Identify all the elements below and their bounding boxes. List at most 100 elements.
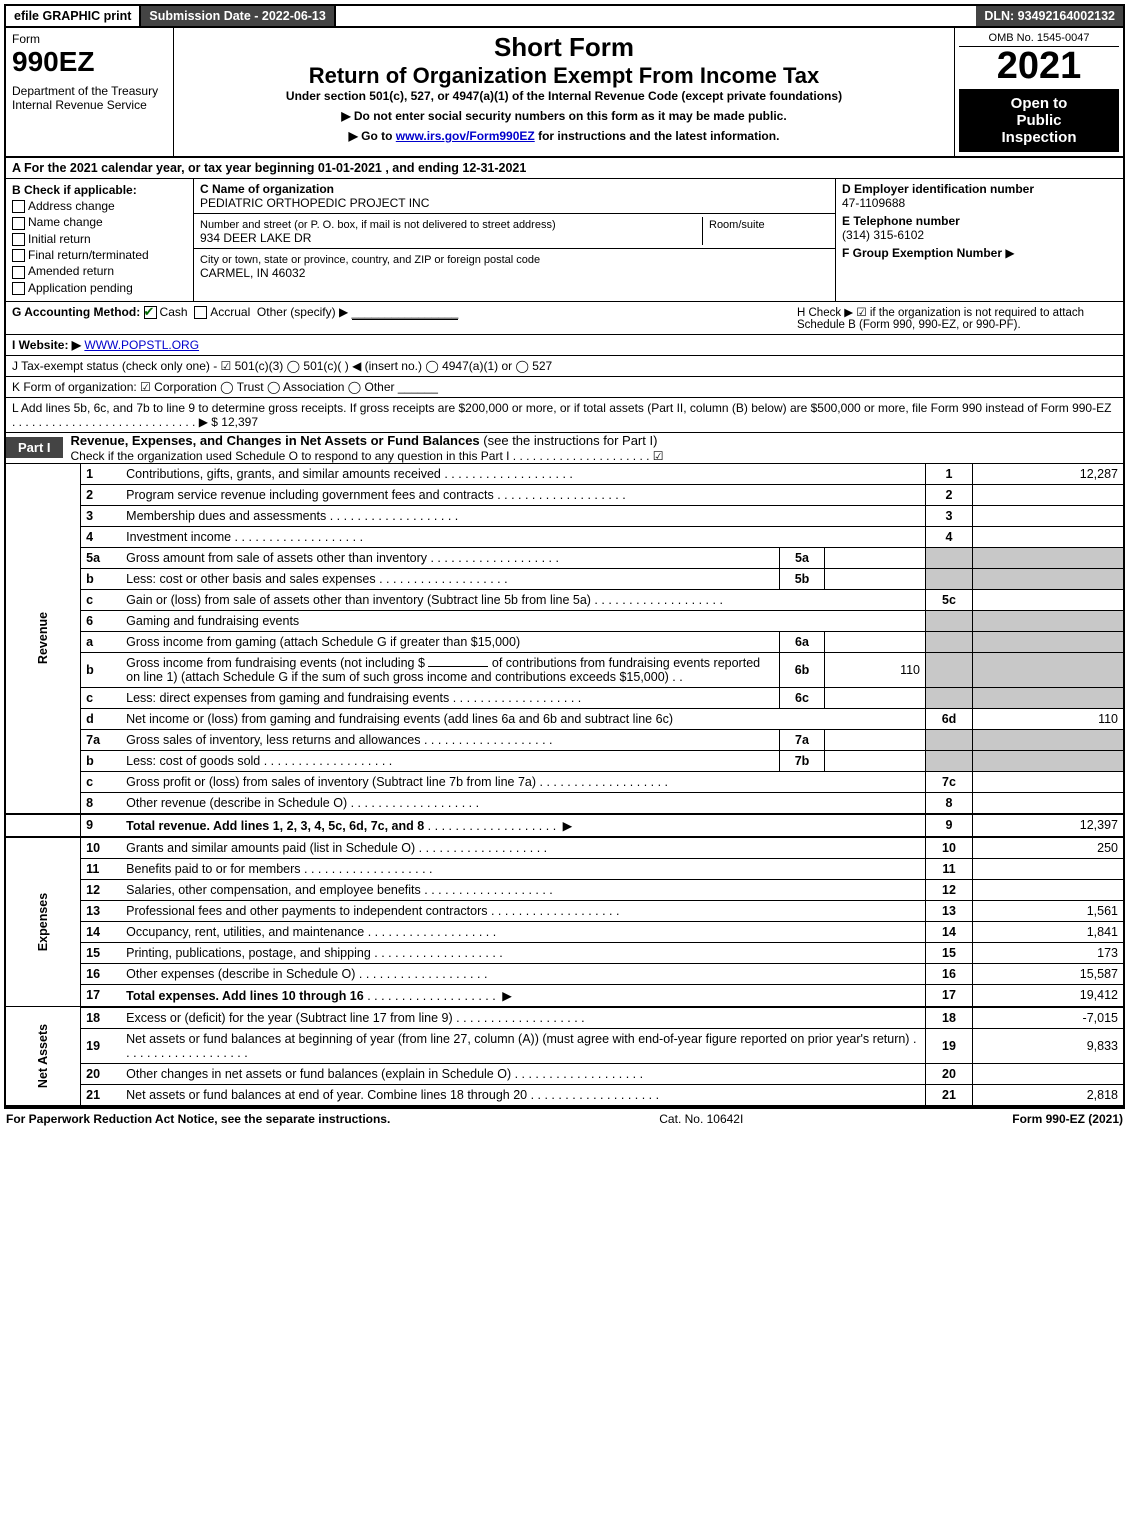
- line-7b: b Less: cost of goods sold 7b: [5, 750, 1124, 771]
- line-19-amt: 9,833: [973, 1028, 1125, 1063]
- form-word: Form: [12, 32, 167, 46]
- inspect-1: Open to: [1011, 95, 1068, 112]
- part-1-table: Revenue 1 Contributions, gifts, grants, …: [4, 464, 1125, 1107]
- revenue-side-label: Revenue: [36, 606, 50, 670]
- chk-application-pending[interactable]: Application pending: [12, 281, 187, 295]
- line-17: 17 Total expenses. Add lines 10 through …: [5, 984, 1124, 1007]
- line-6d-amt: 110: [973, 708, 1125, 729]
- line-12: 12 Salaries, other compensation, and emp…: [5, 879, 1124, 900]
- line-6b-subval: 110: [825, 652, 926, 687]
- part-1-title: Revenue, Expenses, and Changes in Net As…: [71, 433, 480, 448]
- arrow-icon: [560, 819, 576, 833]
- line-7c: c Gross profit or (loss) from sales of i…: [5, 771, 1124, 792]
- line-6: 6 Gaming and fundraising events: [5, 610, 1124, 631]
- arrow-icon: [499, 989, 515, 1003]
- line-1-no: 1: [81, 464, 122, 485]
- group-exemption-arrow: ▶: [1005, 246, 1014, 260]
- line-9: 9 Total revenue. Add lines 1, 2, 3, 4, 5…: [5, 814, 1124, 837]
- other-specify-line[interactable]: ________________: [352, 305, 459, 320]
- submission-date: Submission Date - 2022-06-13: [141, 6, 335, 26]
- room-label: Room/suite: [709, 219, 765, 231]
- line-9-desc: Total revenue. Add lines 1, 2, 3, 4, 5c,…: [126, 819, 424, 833]
- section-g: G Accounting Method: Cash Accrual Other …: [12, 305, 797, 331]
- form-footer-ref: Form 990-EZ (2021): [1012, 1112, 1123, 1126]
- line-5b: b Less: cost or other basis and sales ex…: [5, 568, 1124, 589]
- section-l: L Add lines 5b, 6c, and 7b to line 9 to …: [4, 398, 1125, 433]
- line-5a: 5a Gross amount from sale of assets othe…: [5, 547, 1124, 568]
- section-b: B Check if applicable: Address change Na…: [6, 179, 194, 301]
- line-21-amt: 2,818: [973, 1084, 1125, 1106]
- dln: DLN: 93492164002132: [976, 6, 1123, 26]
- line-11: 11 Benefits paid to or for members 11: [5, 858, 1124, 879]
- header-mid: Short Form Return of Organization Exempt…: [174, 28, 955, 156]
- city-state-zip: CARMEL, IN 46032: [200, 266, 305, 280]
- dept-line-2: Internal Revenue Service: [12, 98, 167, 112]
- chk-accrual[interactable]: [194, 306, 207, 319]
- chk-amended-return[interactable]: Amended return: [12, 264, 187, 278]
- line-13: 13 Professional fees and other payments …: [5, 900, 1124, 921]
- chk-final-return[interactable]: Final return/terminated: [12, 248, 187, 262]
- title-short-form: Short Form: [180, 32, 948, 63]
- line-7a: 7a Gross sales of inventory, less return…: [5, 729, 1124, 750]
- netassets-side-label: Net Assets: [36, 1024, 50, 1088]
- line-5c: c Gain or (loss) from sale of assets oth…: [5, 589, 1124, 610]
- header-left: Form 990EZ Department of the Treasury In…: [6, 28, 174, 156]
- line-17-amt: 19,412: [973, 984, 1125, 1007]
- form-header: Form 990EZ Department of the Treasury In…: [4, 28, 1125, 158]
- cat-no: Cat. No. 10642I: [659, 1112, 743, 1126]
- line-10: Expenses 10 Grants and similar amounts p…: [5, 837, 1124, 859]
- other-specify-label: Other (specify) ▶: [257, 305, 348, 319]
- cash-label: Cash: [160, 305, 188, 319]
- inspect-2: Public: [1016, 112, 1061, 129]
- line-20: 20 Other changes in net assets or fund b…: [5, 1063, 1124, 1084]
- note-goto: ▶ Go to www.irs.gov/Form990EZ for instru…: [180, 129, 948, 143]
- chk-name-change[interactable]: Name change: [12, 215, 187, 229]
- org-name: PEDIATRIC ORTHOPEDIC PROJECT INC: [200, 196, 429, 210]
- website-label: I Website: ▶: [12, 338, 81, 352]
- part-1-paren: (see the instructions for Part I): [483, 433, 657, 448]
- line-9-amt: 12,397: [973, 814, 1125, 837]
- city-label: City or town, state or province, country…: [200, 254, 540, 266]
- line-6b-blank[interactable]: [428, 666, 488, 667]
- tax-year: 2021: [959, 47, 1119, 85]
- note-ssn: ▶ Do not enter social security numbers o…: [180, 109, 948, 123]
- chk-address-change[interactable]: Address change: [12, 199, 187, 213]
- note-goto-pre: ▶ Go to: [349, 129, 396, 143]
- ein-label: D Employer identification number: [842, 182, 1117, 196]
- line-16-amt: 15,587: [973, 963, 1125, 984]
- form-number: 990EZ: [12, 46, 167, 78]
- header-right: OMB No. 1545-0047 2021 Open to Public In…: [955, 28, 1123, 156]
- line-6b: b Gross income from fundraising events (…: [5, 652, 1124, 687]
- website-link[interactable]: WWW.POPSTL.ORG: [84, 338, 199, 352]
- chk-cash[interactable]: [144, 306, 157, 319]
- section-c: C Name of organization PEDIATRIC ORTHOPE…: [194, 179, 836, 301]
- gross-receipts-value: 12,397: [221, 415, 258, 429]
- top-bar: efile GRAPHIC print Submission Date - 20…: [4, 4, 1125, 28]
- section-j: J Tax-exempt status (check only one) - ☑…: [4, 356, 1125, 377]
- row-g-h: G Accounting Method: Cash Accrual Other …: [4, 302, 1125, 335]
- part-1-header: Part I Revenue, Expenses, and Changes in…: [4, 433, 1125, 464]
- line-1: Revenue 1 Contributions, gifts, grants, …: [5, 464, 1124, 485]
- section-d-e-f: D Employer identification number 47-1109…: [836, 179, 1123, 301]
- expenses-side-label: Expenses: [36, 890, 50, 954]
- ein-value: 47-1109688: [842, 196, 1117, 210]
- line-6b-desc1: Gross income from fundraising events (no…: [126, 656, 425, 670]
- line-8: 8 Other revenue (describe in Schedule O)…: [5, 792, 1124, 814]
- part-1-tag: Part I: [6, 437, 63, 458]
- line-15: 15 Printing, publications, postage, and …: [5, 942, 1124, 963]
- open-to-public: Open to Public Inspection: [959, 89, 1119, 152]
- dept-line-1: Department of the Treasury: [12, 84, 167, 98]
- line-21: 21 Net assets or fund balances at end of…: [5, 1084, 1124, 1106]
- section-i: I Website: ▶ WWW.POPSTL.ORG: [4, 335, 1125, 356]
- line-14-amt: 1,841: [973, 921, 1125, 942]
- irs-link[interactable]: www.irs.gov/Form990EZ: [396, 129, 535, 143]
- line-19: 19 Net assets or fund balances at beginn…: [5, 1028, 1124, 1063]
- identity-block: B Check if applicable: Address change Na…: [4, 179, 1125, 302]
- efile-print-label[interactable]: efile GRAPHIC print: [6, 6, 141, 26]
- line-2: 2 Program service revenue including gove…: [5, 484, 1124, 505]
- street-address: 934 DEER LAKE DR: [200, 231, 311, 245]
- group-exemption-label: F Group Exemption Number: [842, 246, 1002, 260]
- tel-label: E Telephone number: [842, 214, 1117, 228]
- paperwork-notice: For Paperwork Reduction Act Notice, see …: [6, 1112, 390, 1126]
- chk-initial-return[interactable]: Initial return: [12, 232, 187, 246]
